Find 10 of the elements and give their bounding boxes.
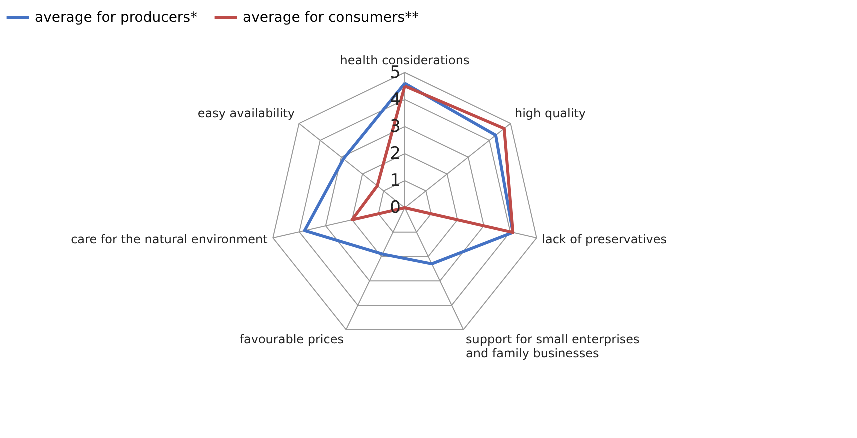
y-tick-label: 1	[390, 170, 401, 191]
spoke-label: care for the natural environment	[71, 232, 268, 246]
spoke-label: high quality	[514, 106, 586, 120]
legend-label: average for producers*	[35, 10, 198, 26]
spoke-label: lack of preservatives	[542, 232, 668, 246]
y-tick-label: 2	[390, 144, 401, 164]
legend-label: average for consumers**	[243, 10, 420, 26]
spoke-label: favourable prices	[240, 332, 344, 347]
spoke-label: easy availability	[198, 106, 296, 120]
spoke-label: support for small enterprises and family businesses	[466, 332, 640, 361]
